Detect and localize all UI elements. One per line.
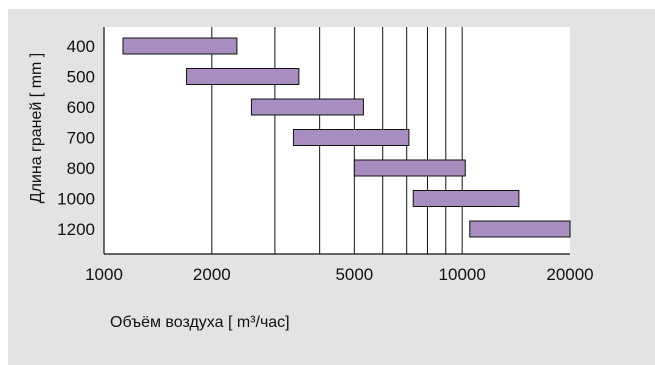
bar-800: [353, 159, 466, 177]
y-tick-label: 800: [67, 159, 95, 178]
y-tick-label: 1000: [57, 190, 95, 209]
bar-1200: [469, 220, 571, 238]
y-tick-labels: 400 500 600 700 800 1000 1200: [57, 37, 95, 239]
y-tick-label: 600: [67, 98, 95, 117]
bar-600: [250, 98, 364, 116]
x-axis-label: Объём воздуха [ m³/час]: [110, 314, 290, 331]
y-axis-label: Длина граней [ mm ]: [28, 53, 45, 203]
y-tick-label: 1200: [57, 220, 95, 239]
axes: [103, 27, 570, 255]
bars: [122, 37, 571, 238]
bar-500: [186, 68, 300, 85]
y-tick-label: 700: [67, 129, 95, 148]
x-tick-label: 2000: [193, 265, 231, 284]
x-tick-label: 5000: [335, 265, 373, 284]
x-tick-label: 10000: [439, 265, 486, 284]
bar-400: [122, 37, 238, 55]
x-tick-labels: 1000 2000 5000 10000 20000: [85, 265, 594, 284]
y-tick-label: 500: [67, 68, 95, 87]
x-tick-label: 1000: [85, 265, 123, 284]
bar-1000: [412, 190, 520, 207]
y-tick-label: 400: [67, 37, 95, 56]
x-tick-label: 20000: [546, 265, 593, 284]
bar-700: [292, 129, 410, 146]
